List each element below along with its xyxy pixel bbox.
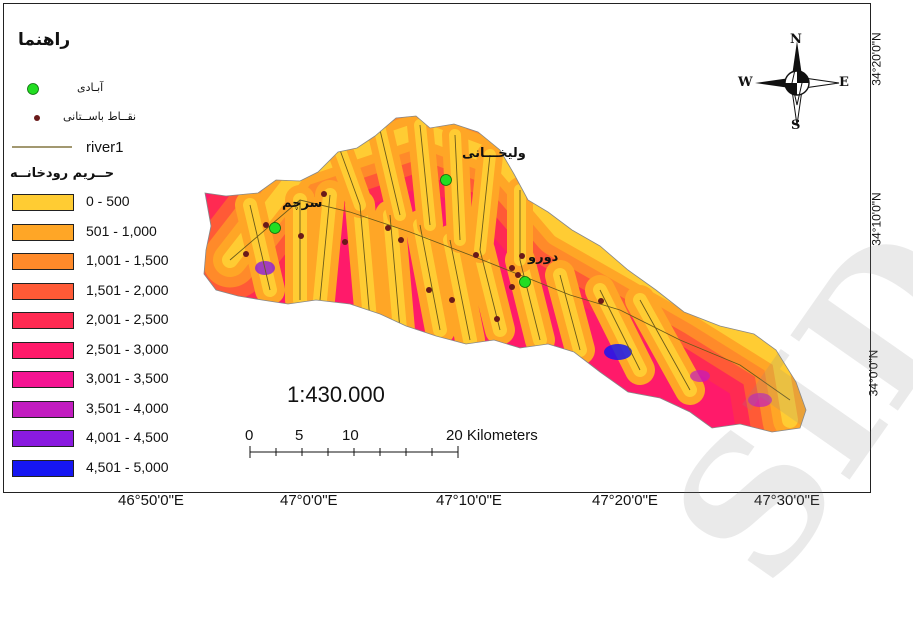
scalebar-label-20: 20 Kilometers bbox=[446, 427, 538, 444]
archaeological-site bbox=[494, 316, 500, 322]
archaeological-site bbox=[515, 272, 521, 278]
east-label: E bbox=[839, 75, 849, 90]
legend-river-label: river1 bbox=[86, 139, 124, 156]
legend-class-swatch bbox=[12, 430, 74, 447]
longitude-label: 47°20'0"E bbox=[592, 492, 658, 509]
place-label-duru: دورو bbox=[528, 250, 559, 265]
map-canvas bbox=[12, 41, 840, 458]
scale-ratio: 1:430.000 bbox=[287, 382, 385, 407]
legend-class-swatch bbox=[12, 400, 74, 418]
legend-buffer-title: حــریم رودخانــه bbox=[10, 166, 115, 181]
legend-class-swatch bbox=[12, 312, 74, 329]
legend-class-label: 2,001 - 2,500 bbox=[86, 311, 169, 327]
legend-class-swatch bbox=[12, 223, 74, 241]
archaeological-site bbox=[449, 297, 455, 303]
legend-class-label: 501 - 1,000 bbox=[86, 222, 157, 239]
legend-class-label: 3,501 - 4,000 bbox=[86, 399, 169, 416]
archaeological-site bbox=[519, 253, 525, 259]
legend-class-label: 2,501 - 3,000 bbox=[86, 340, 169, 357]
archaeological-site bbox=[473, 252, 479, 258]
legend-settlement-symbol bbox=[27, 83, 39, 95]
archaeological-sites bbox=[243, 191, 604, 322]
latitude-label: 34°0'0"N bbox=[866, 349, 881, 397]
scale-bar bbox=[249, 446, 459, 458]
scalebar-label-10: 10 bbox=[342, 427, 359, 444]
legend-settlement-label: آبـادی bbox=[77, 81, 104, 94]
legend-class-label: 1,001 - 1,500 bbox=[86, 252, 169, 268]
archaeological-site bbox=[426, 287, 432, 293]
longitude-label: 47°30'0"E bbox=[754, 492, 820, 509]
archaeological-site bbox=[342, 239, 348, 245]
legend-class-label: 4,001 - 4,500 bbox=[86, 429, 169, 445]
longitude-label: 47°0'0"E bbox=[280, 492, 338, 509]
legend-class-label: 1,501 - 2,000 bbox=[86, 281, 169, 298]
legend-class-label: 3,001 - 3,500 bbox=[86, 370, 169, 386]
latitude-label: 34°10'0"N bbox=[869, 192, 884, 246]
place-label-sarcham: سرچم bbox=[282, 196, 323, 211]
legend-archaeological-label: نقــاط باســتانی bbox=[63, 110, 137, 123]
settlement-sarcham bbox=[269, 222, 281, 234]
place-label-valikhani: ولیخـــانی bbox=[462, 146, 526, 161]
archaeological-site bbox=[509, 284, 515, 290]
settlement-duru bbox=[519, 276, 531, 288]
settlement-valikhani bbox=[440, 174, 452, 186]
legend-class-label: 0 - 500 bbox=[86, 193, 130, 209]
archaeological-site bbox=[398, 237, 404, 243]
longitude-label: 47°10'0"E bbox=[436, 492, 502, 509]
archaeological-site bbox=[321, 191, 327, 197]
north-label: N bbox=[790, 32, 802, 47]
south-label: S bbox=[791, 118, 801, 133]
legend-archaeological-symbol bbox=[34, 115, 40, 121]
archaeological-site bbox=[298, 233, 304, 239]
legend-class-swatch bbox=[12, 194, 74, 211]
archaeological-site bbox=[385, 225, 391, 231]
legend-class-swatch bbox=[12, 253, 74, 270]
latitude-label: 34°20'0"N bbox=[869, 32, 884, 86]
scalebar-label-0: 0 bbox=[245, 427, 254, 444]
scalebar-label-5: 5 bbox=[295, 427, 304, 444]
west-label: W bbox=[738, 75, 753, 90]
legend-class-swatch bbox=[12, 341, 74, 359]
settlements bbox=[269, 174, 531, 288]
north-arrow-icon bbox=[755, 41, 840, 126]
longitude-label: 46°50'0"E bbox=[118, 492, 184, 509]
archaeological-site bbox=[243, 251, 249, 257]
legend-class-swatch bbox=[12, 459, 74, 477]
archaeological-site bbox=[509, 265, 515, 271]
legend-title: راهنما bbox=[18, 30, 71, 50]
archaeological-site bbox=[263, 222, 269, 228]
legend-class-swatch bbox=[12, 282, 74, 300]
archaeological-site bbox=[598, 298, 604, 304]
legend-class-swatch bbox=[12, 371, 74, 388]
legend-class-label: 4,501 - 5,000 bbox=[86, 458, 169, 475]
